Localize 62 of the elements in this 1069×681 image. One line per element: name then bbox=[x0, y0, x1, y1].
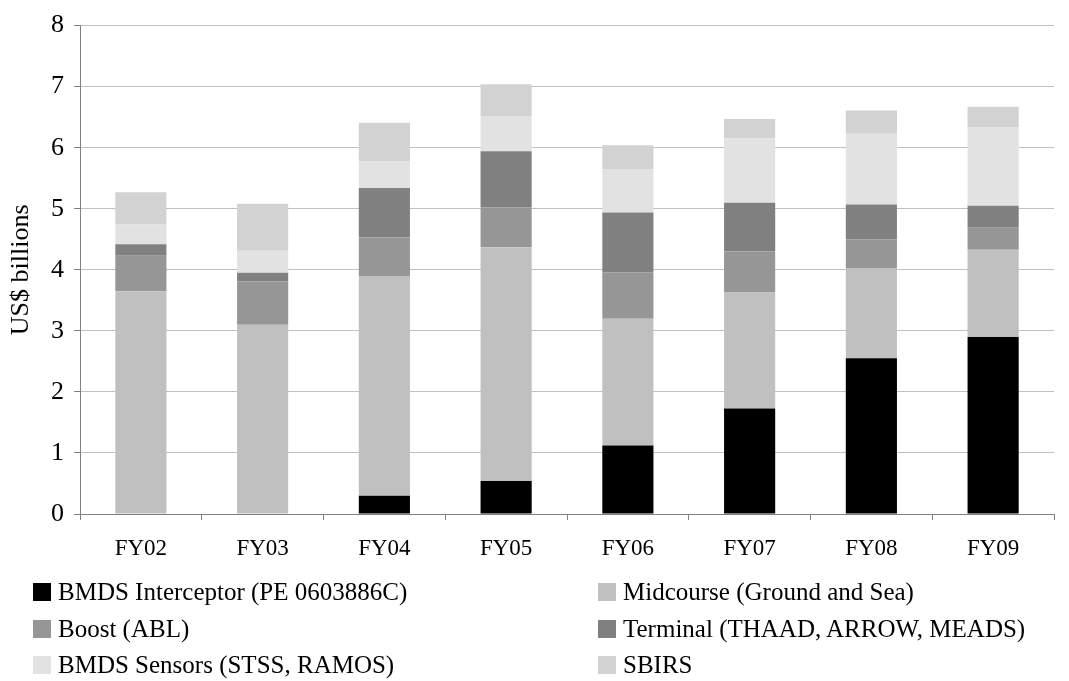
x-tick-label: FY04 bbox=[358, 534, 412, 560]
bar bbox=[602, 212, 654, 273]
bar bbox=[358, 187, 410, 238]
bar bbox=[602, 445, 654, 514]
bar bbox=[480, 84, 532, 116]
bar bbox=[237, 250, 289, 273]
y-tick-label: 1 bbox=[51, 436, 64, 466]
y-axis-title: US$ billions bbox=[5, 204, 35, 336]
bar bbox=[724, 138, 776, 203]
bar bbox=[480, 151, 532, 208]
y-tick-label: 4 bbox=[51, 253, 64, 283]
bar bbox=[115, 244, 167, 256]
bar bbox=[845, 133, 897, 205]
bar bbox=[724, 119, 776, 139]
bar bbox=[845, 358, 897, 514]
bar bbox=[602, 169, 654, 213]
bar bbox=[115, 192, 167, 225]
bar bbox=[724, 251, 776, 293]
bar bbox=[237, 272, 289, 282]
bar bbox=[967, 336, 1019, 514]
legend-label: BMDS Sensors (STSS, RAMOS) bbox=[58, 651, 395, 678]
bar bbox=[724, 408, 776, 514]
x-tick-label: FY09 bbox=[966, 534, 1020, 560]
x-tick-label: FY07 bbox=[723, 534, 776, 560]
bar bbox=[845, 239, 897, 268]
y-tick-label: 0 bbox=[51, 497, 64, 527]
bar bbox=[480, 207, 532, 248]
x-tick-label: FY08 bbox=[845, 534, 898, 560]
bar bbox=[967, 227, 1019, 250]
bar bbox=[724, 202, 776, 252]
bar bbox=[358, 495, 410, 514]
bar bbox=[358, 122, 410, 162]
bar bbox=[115, 255, 167, 292]
legend-label: Boost (ABL) bbox=[58, 614, 190, 642]
bar bbox=[845, 110, 897, 134]
x-tick-label: FY03 bbox=[236, 534, 289, 560]
legend-label: SBIRS bbox=[623, 651, 693, 678]
bar bbox=[602, 272, 654, 319]
x-tick-label: FY06 bbox=[601, 534, 655, 560]
bar bbox=[480, 481, 532, 514]
y-tick-label: 7 bbox=[51, 70, 64, 100]
x-tick-label: FY05 bbox=[479, 534, 533, 560]
y-tick-label: 6 bbox=[51, 131, 64, 161]
bar bbox=[237, 203, 289, 251]
bar bbox=[845, 204, 897, 240]
bar bbox=[602, 145, 654, 170]
y-tick-label: 8 bbox=[51, 9, 64, 39]
x-tick-label: FY02 bbox=[114, 534, 168, 560]
bar bbox=[358, 161, 410, 188]
y-tick-label: 5 bbox=[51, 192, 64, 222]
bar bbox=[967, 106, 1019, 128]
bar bbox=[967, 205, 1019, 228]
bar bbox=[237, 281, 289, 325]
bar bbox=[358, 237, 410, 276]
bar bbox=[967, 127, 1019, 206]
legend-label: Midcourse (Ground and Sea) bbox=[623, 578, 914, 605]
legend-label: Terminal (THAAD, ARROW, MEADS) bbox=[623, 614, 1026, 642]
bar bbox=[480, 115, 532, 152]
y-tick-label: 2 bbox=[51, 375, 64, 405]
bar bbox=[115, 224, 167, 245]
legend-label: BMDS Interceptor (PE 0603886C) bbox=[58, 578, 408, 605]
y-tick-label: 3 bbox=[51, 314, 64, 344]
